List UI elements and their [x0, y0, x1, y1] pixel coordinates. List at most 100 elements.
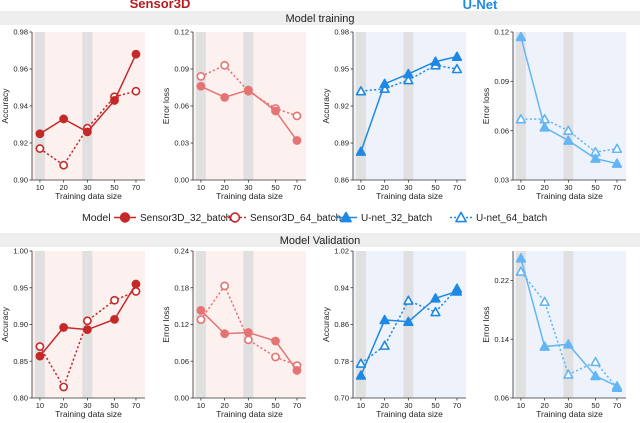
data-point — [515, 113, 527, 124]
legend: Model Sensor3D_32_batch Sensor3D_64_batch U… — [82, 211, 547, 224]
panel-training-u-net-error-loss: 0.03 0.06 0.09 0.12 10 20 30 50 70 Training data … — [481, 28, 626, 201]
x-tick-label: 50 — [271, 183, 279, 192]
highlight-band — [34, 32, 45, 180]
panel-training-sensor3d-error-loss: 0.00 0.03 0.06 0.09 0.12 10 20 30 50 70 Training d… — [161, 28, 306, 201]
legend-title: Model — [82, 212, 111, 224]
data-point — [539, 341, 550, 351]
y-tick-label: 0.80 — [13, 394, 28, 403]
y-axis-label: Error loss — [161, 88, 171, 124]
y-tick-label: 0.09 — [174, 65, 189, 74]
y-tick-label: 0.92 — [334, 102, 349, 111]
y-axis-label: Accuracy — [321, 306, 331, 342]
legend-marker — [229, 212, 241, 223]
series-sensor3d_32_batch — [35, 279, 141, 361]
data-point — [59, 160, 69, 170]
y-axis-label: Accuracy — [0, 88, 10, 124]
x-tick-label: 50 — [110, 401, 118, 410]
data-point — [430, 306, 441, 317]
legend-label: U-net_32_batch — [361, 213, 432, 224]
data-point — [220, 60, 230, 70]
y-tick-label: 0.24 — [174, 247, 189, 256]
legend-item: Sensor3D_32_batch — [114, 212, 231, 224]
legend-label: Sensor3D_32_batch — [140, 213, 231, 224]
x-tick-label: 70 — [613, 183, 621, 192]
x-axis-label: Training data size — [216, 191, 283, 201]
data-point — [563, 339, 574, 349]
data-point — [35, 351, 45, 361]
x-tick-label: 70 — [453, 183, 461, 192]
data-point — [35, 144, 45, 153]
sensor3d-header: Sensor3D — [130, 0, 191, 11]
y-tick-label: 0.85 — [13, 357, 28, 366]
y-tick-label: 0.86 — [334, 176, 349, 185]
x-tick-label: 70 — [132, 401, 140, 410]
data-point — [430, 56, 441, 66]
panel-training-sensor3d-accuracy: 0.90 0.92 0.94 0.96 0.98 10 20 30 50 70 Training d… — [0, 28, 145, 201]
x-tick-label: 10 — [517, 183, 525, 192]
data-point — [539, 296, 550, 307]
x-tick-label: 10 — [197, 183, 205, 192]
panel-training-u-net-accuracy: 0.86 0.89 0.92 0.95 0.98 10 20 30 50 70 Training d… — [321, 28, 466, 201]
legend-item: U-net_64_batch — [450, 211, 547, 224]
x-tick-label: 20 — [380, 183, 388, 192]
data-point — [196, 306, 206, 315]
highlight-band — [195, 32, 206, 180]
legend-label: Sensor3D_64_batch — [250, 213, 341, 224]
legend-label: U-net_64_batch — [476, 213, 547, 224]
data-point — [355, 358, 367, 368]
legend-marker — [455, 211, 467, 223]
x-tick-label: 70 — [293, 401, 301, 410]
series-line — [39, 290, 137, 389]
highlight-band — [34, 251, 45, 398]
y-tick-label: 0.03 — [494, 176, 509, 185]
x-tick-label: 70 — [453, 401, 461, 410]
x-tick-label: 10 — [357, 401, 365, 410]
y-tick-label: 0.06 — [174, 102, 189, 111]
series-sensor3d_32_batch — [35, 49, 141, 139]
y-axis-label: Error loss — [481, 88, 491, 124]
x-axis-label: Training data size — [216, 409, 283, 419]
panel-validation-sensor3d-accuracy: 0.80 0.85 0.90 0.95 1.00 10 20 30 50 70 Training d… — [0, 247, 145, 419]
y-tick-label: 0.95 — [13, 283, 28, 292]
data-point — [451, 51, 463, 61]
data-point — [355, 146, 367, 156]
series-sensor3d_32_batch — [196, 306, 302, 375]
x-tick-label: 70 — [293, 183, 301, 192]
series-sensor3d_64_batch — [35, 287, 141, 392]
x-tick-label: 30 — [564, 401, 572, 410]
data-point — [403, 316, 414, 327]
highlight-band — [515, 251, 526, 398]
y-tick-label: 0.14 — [494, 335, 509, 344]
data-point — [271, 352, 280, 362]
data-point — [403, 74, 414, 85]
y-tick-label: 0.94 — [334, 283, 349, 292]
data-point — [220, 92, 230, 102]
y-tick-label: 1.00 — [13, 247, 28, 256]
x-tick-label: 50 — [110, 183, 118, 192]
y-tick-label: 0.09 — [494, 77, 509, 86]
x-tick-label: 30 — [83, 183, 91, 192]
data-point — [590, 356, 601, 367]
training-title: Model training — [285, 13, 354, 25]
y-tick-label: 0.86 — [334, 320, 349, 329]
x-tick-label: 50 — [591, 183, 599, 192]
x-tick-label: 20 — [380, 401, 388, 410]
y-tick-label: 0.95 — [334, 65, 349, 74]
data-point — [82, 325, 92, 335]
highlight-band — [563, 32, 574, 180]
panel-validation-sensor3d-error-loss: 0.00 0.06 0.12 0.18 0.24 10 20 30 50 70 Training d… — [161, 247, 306, 419]
series-u-net_32_batch — [355, 286, 463, 380]
data-point — [35, 342, 45, 351]
y-tick-label: 0.00 — [174, 394, 189, 403]
y-tick-label: 0.96 — [13, 65, 28, 74]
data-point — [563, 125, 574, 135]
y-tick-label: 0.03 — [174, 139, 189, 148]
y-tick-label: 0.00 — [174, 176, 189, 185]
y-tick-label: 0.06 — [494, 126, 509, 135]
highlight-band — [243, 251, 254, 398]
legend-marker — [119, 212, 131, 223]
data-point — [292, 366, 302, 375]
data-point — [403, 68, 414, 79]
x-tick-label: 30 — [83, 401, 91, 410]
x-tick-label: 70 — [613, 401, 621, 410]
